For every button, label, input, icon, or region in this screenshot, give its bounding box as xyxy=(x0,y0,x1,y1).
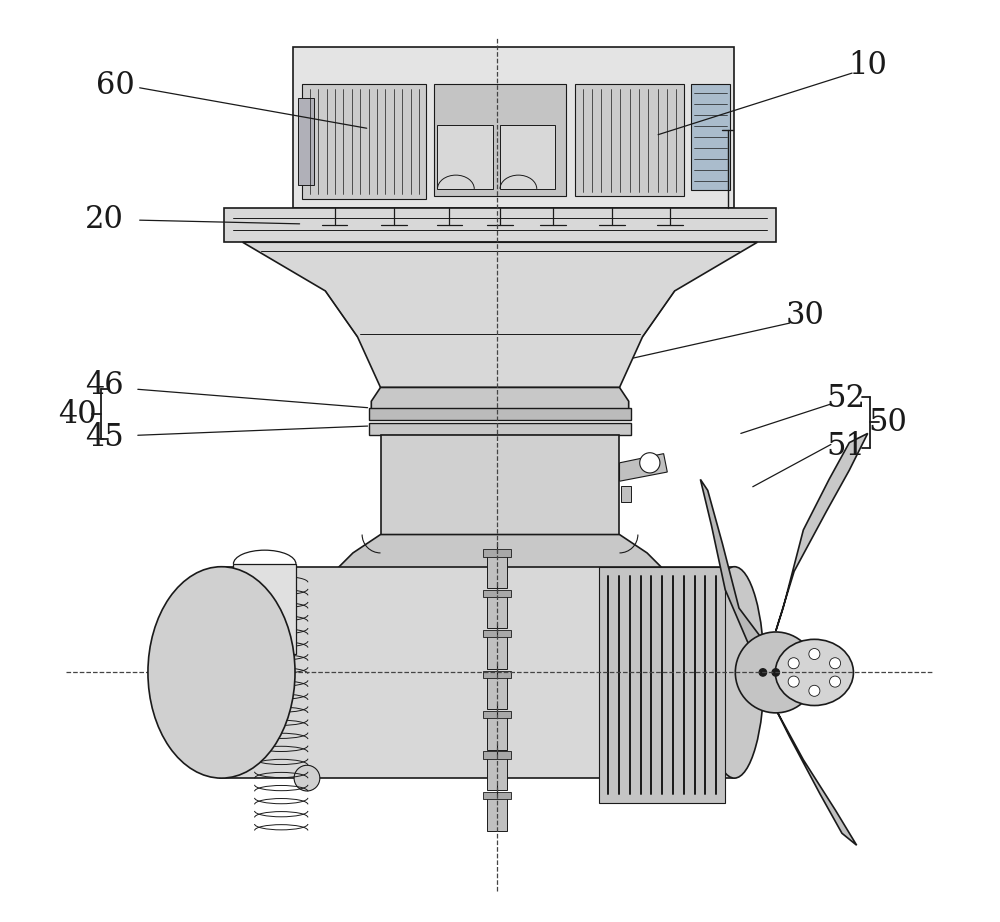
Text: 46: 46 xyxy=(85,370,124,401)
Bar xyxy=(381,435,619,535)
Circle shape xyxy=(830,676,841,687)
Ellipse shape xyxy=(705,567,764,778)
Bar xyxy=(691,84,730,190)
Text: 60: 60 xyxy=(96,70,135,101)
Text: 40: 40 xyxy=(58,398,96,430)
Bar xyxy=(293,47,734,208)
Ellipse shape xyxy=(148,567,295,778)
Polygon shape xyxy=(776,709,857,845)
Bar xyxy=(233,564,296,654)
Bar xyxy=(437,124,493,189)
Bar xyxy=(621,486,631,502)
Polygon shape xyxy=(335,535,665,572)
Circle shape xyxy=(634,765,660,791)
Text: 30: 30 xyxy=(786,301,825,331)
Circle shape xyxy=(735,632,816,713)
Bar xyxy=(483,670,511,678)
Text: 45: 45 xyxy=(85,421,124,453)
Bar xyxy=(224,208,776,242)
Bar xyxy=(487,755,507,790)
Bar xyxy=(483,590,511,597)
Circle shape xyxy=(294,765,320,791)
Bar xyxy=(487,633,507,668)
Bar xyxy=(575,84,684,196)
Bar xyxy=(487,796,507,831)
Polygon shape xyxy=(776,433,868,631)
Polygon shape xyxy=(700,479,767,654)
Ellipse shape xyxy=(775,639,853,705)
Polygon shape xyxy=(619,454,667,481)
Bar xyxy=(500,124,555,189)
Bar xyxy=(487,674,507,709)
Circle shape xyxy=(788,676,799,687)
Polygon shape xyxy=(371,387,629,420)
Text: 52: 52 xyxy=(826,383,865,414)
Bar xyxy=(483,792,511,799)
Bar xyxy=(483,711,511,718)
Text: 51: 51 xyxy=(826,431,865,462)
Bar xyxy=(220,567,734,778)
Bar xyxy=(369,408,631,420)
Bar xyxy=(298,98,314,185)
Bar xyxy=(302,84,426,199)
Bar xyxy=(487,715,507,750)
Bar xyxy=(487,594,507,628)
Circle shape xyxy=(640,453,660,473)
Polygon shape xyxy=(243,242,757,387)
Bar xyxy=(599,567,725,803)
Bar xyxy=(483,751,511,759)
Bar xyxy=(487,553,507,588)
Bar xyxy=(483,630,511,637)
Circle shape xyxy=(809,648,820,659)
Text: 20: 20 xyxy=(85,204,124,235)
Bar xyxy=(483,550,511,557)
Circle shape xyxy=(772,668,779,676)
Bar xyxy=(434,84,566,196)
Circle shape xyxy=(809,685,820,696)
Text: 50: 50 xyxy=(868,407,907,438)
Circle shape xyxy=(830,657,841,668)
Text: 10: 10 xyxy=(848,50,887,81)
Circle shape xyxy=(759,668,767,676)
Circle shape xyxy=(788,657,799,668)
Bar xyxy=(369,423,631,435)
